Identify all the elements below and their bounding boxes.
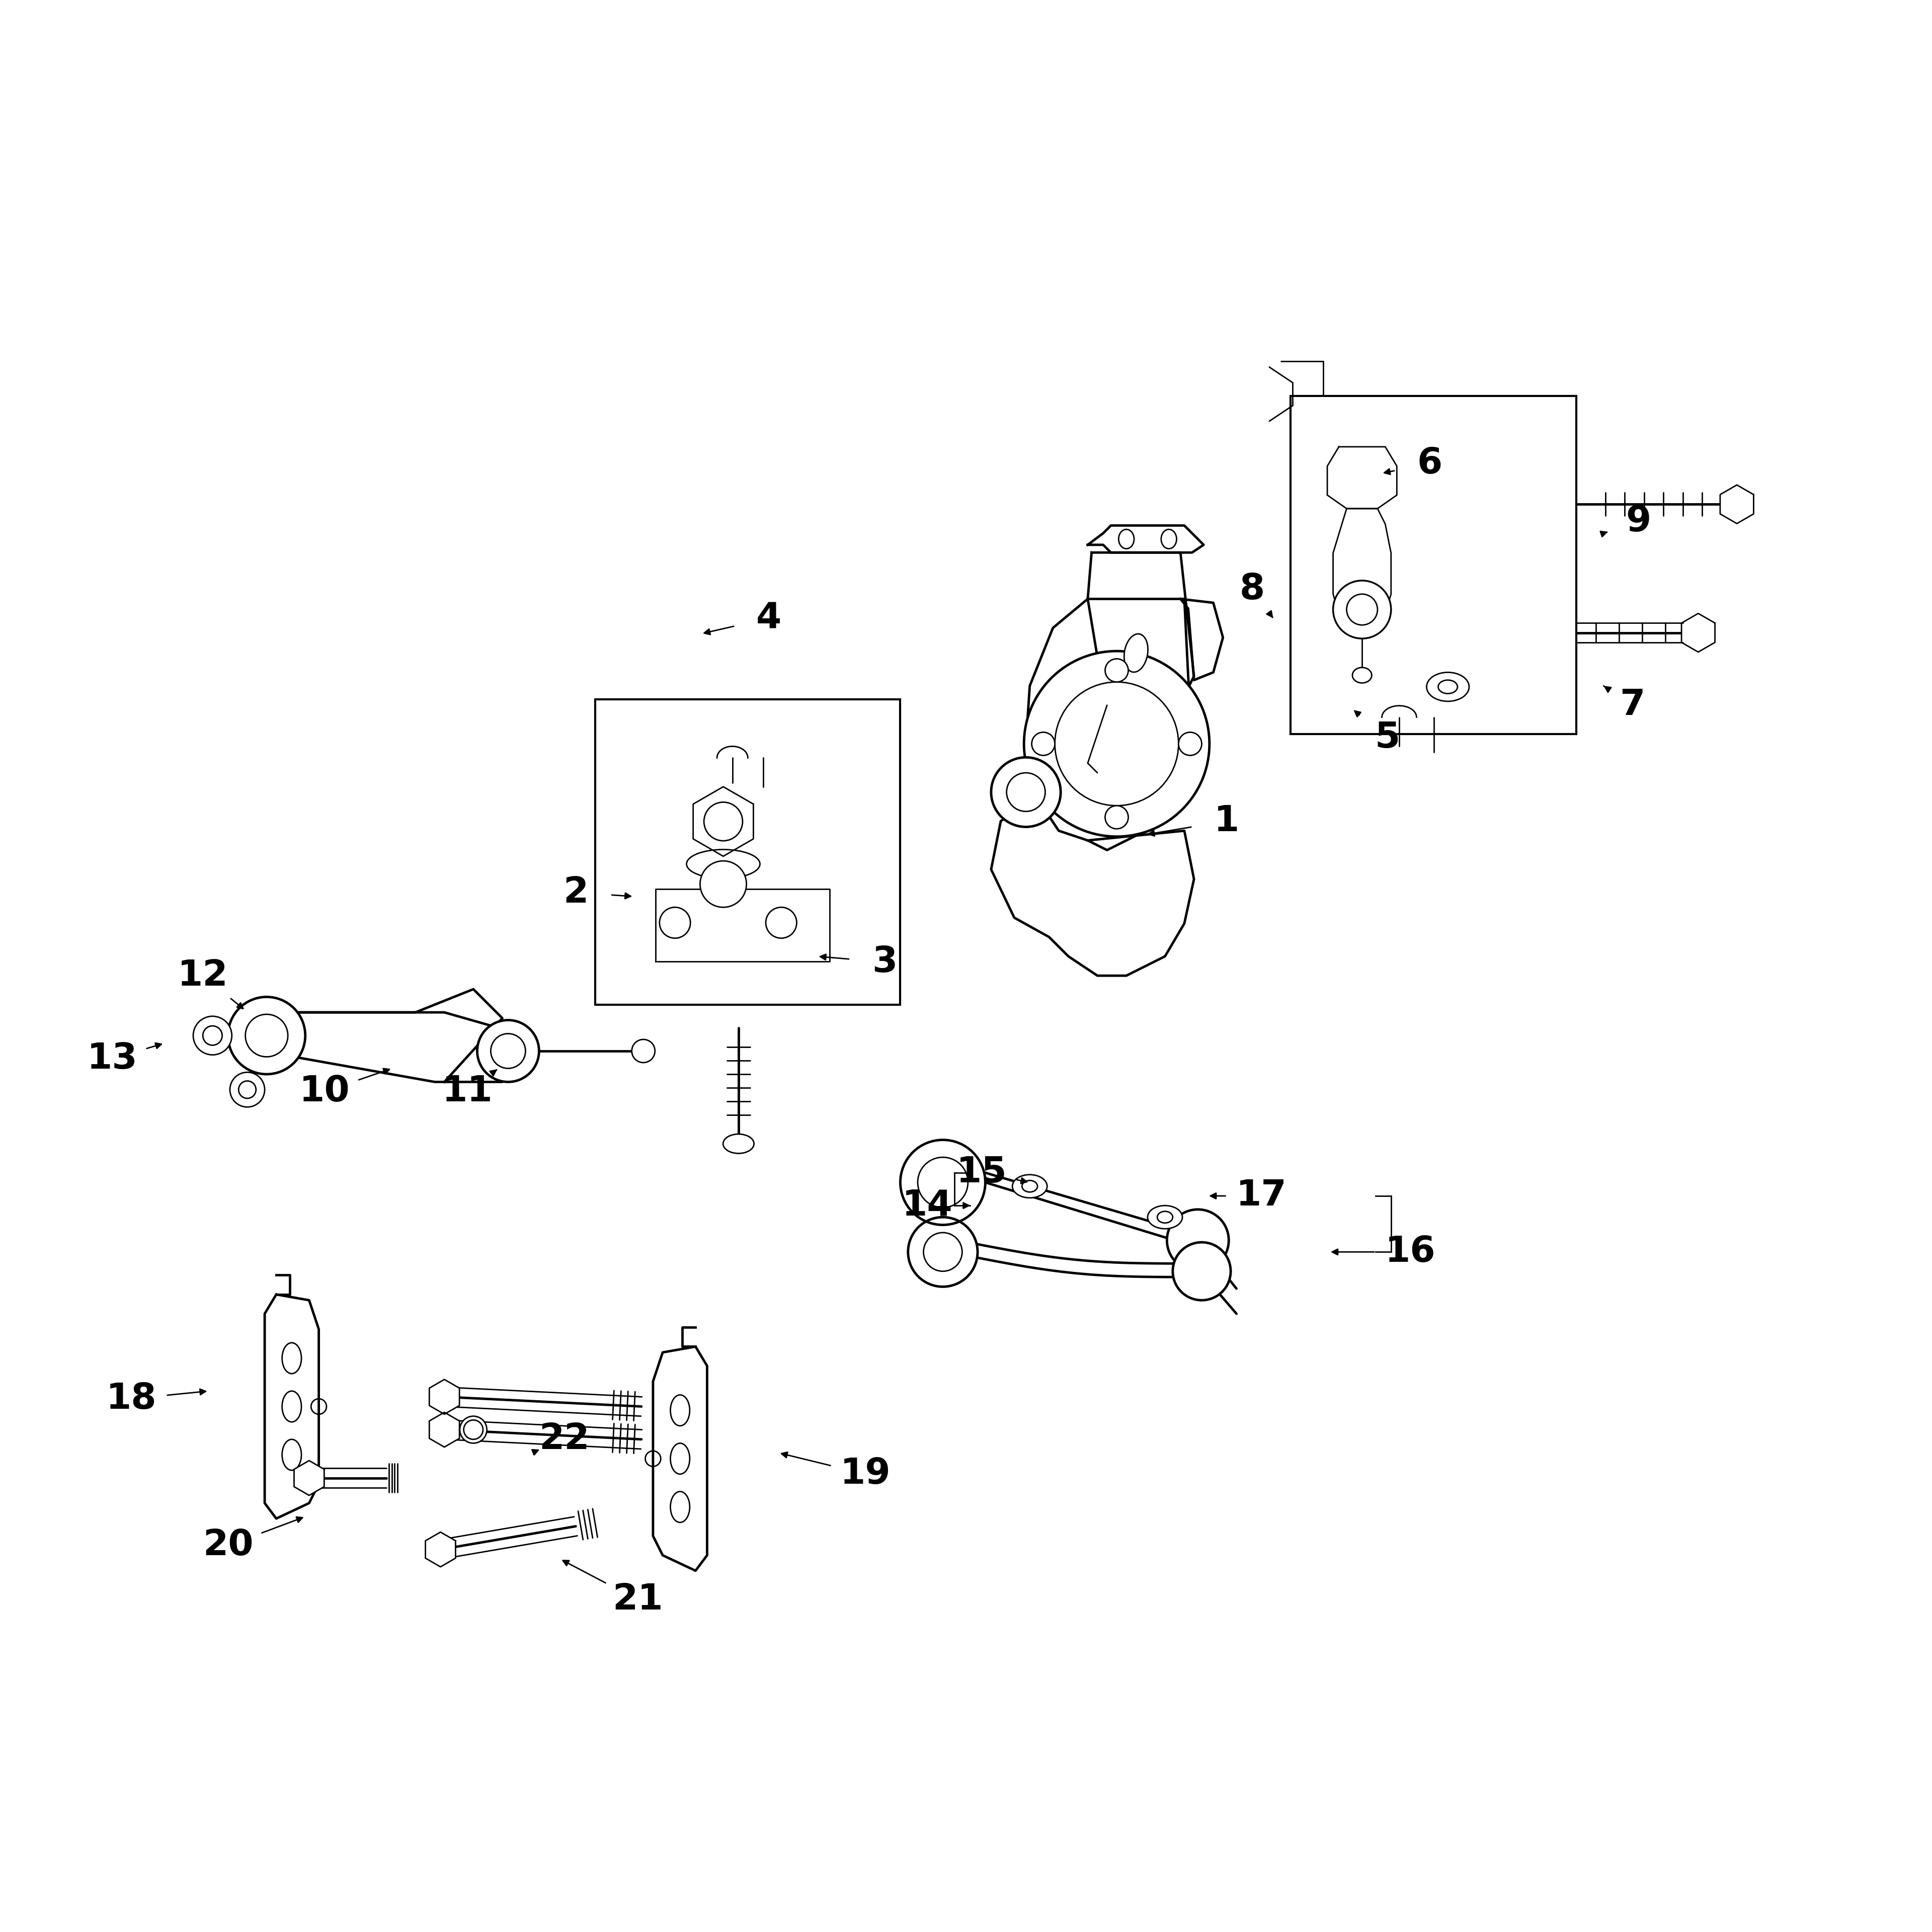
Polygon shape bbox=[1180, 599, 1223, 680]
Text: 5: 5 bbox=[1374, 721, 1401, 755]
Ellipse shape bbox=[1124, 634, 1148, 672]
Polygon shape bbox=[1088, 526, 1204, 553]
Polygon shape bbox=[694, 786, 753, 856]
Ellipse shape bbox=[670, 1492, 690, 1522]
Circle shape bbox=[1105, 806, 1128, 829]
Ellipse shape bbox=[686, 850, 759, 879]
Ellipse shape bbox=[1119, 529, 1134, 549]
Circle shape bbox=[659, 908, 690, 939]
Ellipse shape bbox=[460, 1416, 487, 1443]
Text: 12: 12 bbox=[178, 958, 228, 993]
Polygon shape bbox=[429, 1379, 460, 1414]
Ellipse shape bbox=[670, 1443, 690, 1474]
Polygon shape bbox=[429, 1412, 460, 1447]
Circle shape bbox=[991, 757, 1061, 827]
Text: 18: 18 bbox=[106, 1381, 156, 1416]
Ellipse shape bbox=[1161, 529, 1177, 549]
Ellipse shape bbox=[228, 997, 305, 1074]
Ellipse shape bbox=[1333, 580, 1391, 638]
Ellipse shape bbox=[1148, 1206, 1182, 1229]
Text: 17: 17 bbox=[1236, 1179, 1287, 1213]
Bar bbox=[1291, 396, 1577, 734]
Polygon shape bbox=[276, 1275, 290, 1294]
Polygon shape bbox=[991, 802, 1194, 976]
Ellipse shape bbox=[193, 1016, 232, 1055]
Polygon shape bbox=[653, 1347, 707, 1571]
Ellipse shape bbox=[1426, 672, 1468, 701]
Polygon shape bbox=[425, 1532, 456, 1567]
Polygon shape bbox=[294, 989, 502, 1082]
Text: 3: 3 bbox=[871, 945, 898, 980]
Ellipse shape bbox=[632, 1039, 655, 1063]
Polygon shape bbox=[1333, 508, 1391, 614]
Text: 9: 9 bbox=[1625, 504, 1652, 539]
Ellipse shape bbox=[282, 1343, 301, 1374]
Polygon shape bbox=[655, 889, 829, 962]
Circle shape bbox=[699, 862, 746, 908]
Circle shape bbox=[1032, 732, 1055, 755]
Polygon shape bbox=[294, 1012, 522, 1082]
Text: 10: 10 bbox=[299, 1074, 350, 1109]
Ellipse shape bbox=[230, 1072, 265, 1107]
Text: 4: 4 bbox=[755, 601, 782, 636]
Text: 1: 1 bbox=[1213, 804, 1240, 838]
Text: 19: 19 bbox=[840, 1457, 891, 1492]
Ellipse shape bbox=[670, 1395, 690, 1426]
Text: 16: 16 bbox=[1385, 1235, 1435, 1269]
Circle shape bbox=[1173, 1242, 1231, 1300]
Circle shape bbox=[1105, 659, 1128, 682]
Text: 20: 20 bbox=[203, 1528, 253, 1563]
Bar bbox=[595, 699, 900, 1005]
Polygon shape bbox=[682, 1327, 696, 1347]
Circle shape bbox=[1179, 732, 1202, 755]
Ellipse shape bbox=[1012, 1175, 1047, 1198]
Polygon shape bbox=[1088, 553, 1194, 696]
Circle shape bbox=[1024, 651, 1209, 837]
Text: 6: 6 bbox=[1416, 446, 1443, 481]
Polygon shape bbox=[265, 1294, 319, 1519]
Ellipse shape bbox=[1352, 667, 1372, 684]
Text: 22: 22 bbox=[539, 1422, 589, 1457]
Polygon shape bbox=[1719, 485, 1754, 524]
Ellipse shape bbox=[282, 1439, 301, 1470]
Polygon shape bbox=[1681, 614, 1716, 653]
Text: 11: 11 bbox=[442, 1074, 493, 1109]
Ellipse shape bbox=[282, 1391, 301, 1422]
Text: 2: 2 bbox=[562, 875, 589, 910]
Text: 13: 13 bbox=[87, 1041, 137, 1076]
Polygon shape bbox=[1026, 599, 1194, 850]
Ellipse shape bbox=[477, 1020, 539, 1082]
Text: 15: 15 bbox=[956, 1155, 1007, 1190]
Polygon shape bbox=[294, 1461, 325, 1495]
Circle shape bbox=[1167, 1209, 1229, 1271]
Text: 7: 7 bbox=[1619, 688, 1646, 723]
Text: 14: 14 bbox=[902, 1188, 952, 1223]
Text: 8: 8 bbox=[1238, 572, 1265, 607]
Ellipse shape bbox=[723, 1134, 753, 1153]
Text: 21: 21 bbox=[612, 1582, 663, 1617]
Polygon shape bbox=[1327, 446, 1397, 508]
Circle shape bbox=[765, 908, 796, 939]
